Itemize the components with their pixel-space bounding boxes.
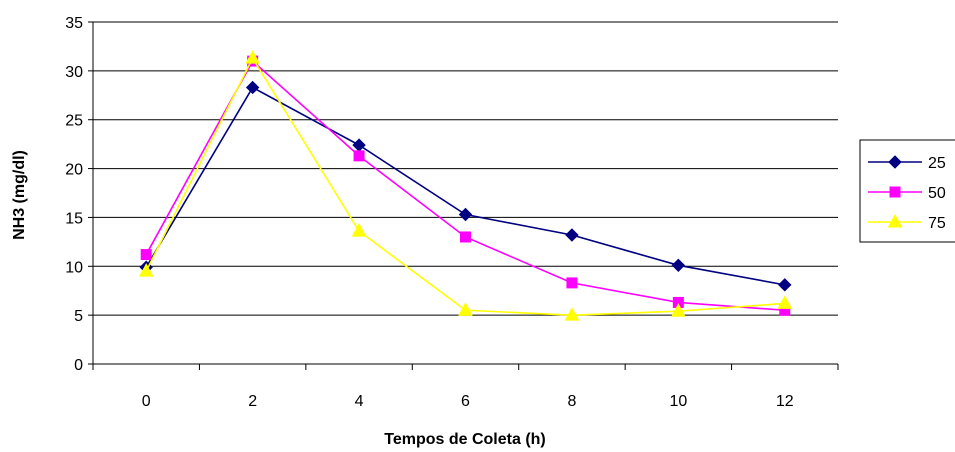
data-point	[777, 295, 793, 309]
x-tick-label: 10	[669, 393, 687, 410]
legend-marker	[887, 213, 903, 228]
x-tick-labels: 0 2 4 6 8 10 12	[142, 393, 794, 410]
axes	[88, 21, 839, 370]
y-axis-title: NH3 (mg/dl)	[11, 150, 28, 240]
legend-item: 75	[868, 213, 946, 232]
y-tick-label: 15	[65, 210, 83, 227]
series-line	[145, 59, 785, 312]
y-tick-labels: 0 5 10 15 20 25 30 35	[65, 15, 83, 374]
y-tick-label: 5	[74, 308, 83, 325]
x-tick-label: 0	[142, 393, 151, 410]
data-point	[564, 307, 580, 321]
series-25	[139, 80, 792, 292]
y-tick-label: 10	[65, 259, 83, 276]
x-tick-label: 2	[248, 393, 257, 410]
data-point	[565, 228, 579, 242]
x-tick-label: 12	[776, 393, 794, 410]
series-50	[140, 55, 791, 316]
x-tick-label: 6	[461, 393, 470, 410]
legend-marker	[888, 155, 902, 169]
y-tick-label: 25	[65, 113, 83, 130]
y-tick-label: 20	[65, 162, 83, 179]
legend-item: 25	[868, 155, 946, 172]
data-point	[671, 303, 686, 317]
data-point	[140, 249, 152, 261]
data-point	[566, 277, 578, 289]
legend-marker	[889, 186, 901, 198]
data-point	[458, 207, 473, 222]
legend-label: 50	[928, 185, 946, 202]
legend-box	[859, 139, 955, 243]
data-point	[352, 138, 366, 152]
y-tick-label: 30	[65, 64, 83, 81]
data-point	[460, 231, 471, 243]
series-lines	[138, 50, 793, 321]
series-line	[145, 86, 785, 286]
data-point	[245, 50, 260, 64]
legend: 25 50 75	[859, 139, 955, 243]
y-tick-label: 0	[74, 357, 83, 374]
legend-label: 25	[928, 155, 946, 172]
series-75	[138, 50, 793, 321]
y-tick-label: 35	[65, 15, 83, 32]
x-tick-label: 4	[355, 393, 364, 410]
data-point	[138, 263, 154, 277]
series-line	[145, 56, 785, 316]
x-axis-title: Tempos de Coleta (h)	[384, 431, 546, 448]
legend-item: 50	[868, 185, 946, 202]
data-point	[458, 302, 473, 316]
legend-label: 75	[928, 215, 946, 232]
data-point	[778, 278, 792, 292]
data-point	[353, 150, 365, 162]
data-point	[245, 80, 260, 95]
data-point	[671, 258, 686, 273]
x-tick-label: 8	[567, 393, 576, 410]
data-point	[351, 223, 367, 237]
